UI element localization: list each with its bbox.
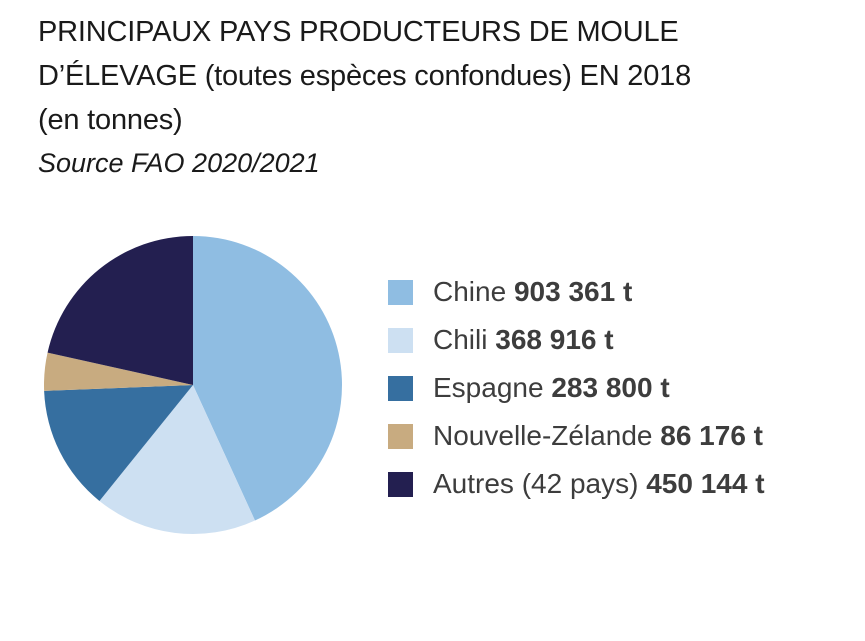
pie-slice [47,236,194,385]
chart-legend: Chine 903 361 t Chili 368 916 t Espagne 28… [388,268,765,508]
legend-label: Autres (42 pays) 450 144 t [433,468,765,500]
legend-swatch [388,471,413,497]
legend-value: 368 916 t [495,324,614,355]
legend-country-name: Chine [433,276,507,307]
legend-label: Chine 903 361 t [433,276,632,308]
legend-label: Espagne 283 800 t [433,372,670,404]
legend-swatch [388,423,413,449]
legend-country-name: Espagne [433,372,544,403]
legend-swatch [388,327,413,353]
pie-slice [44,352,193,391]
legend-item: Espagne 283 800 t [388,364,765,412]
pie-slice [99,385,255,534]
legend-value: 903 361 t [513,276,633,307]
legend-label: Chili 368 916 t [433,324,614,356]
legend-label: Nouvelle-Zélande 86 176 t [433,420,763,452]
legend-value: 450 144 t [646,468,765,499]
pie-slice [44,385,194,501]
legend-item: Autres (42 pays) 450 144 t [388,460,765,508]
chart-source: Source FAO 2020/2021 [38,148,320,178]
legend-item: Chine 903 361 t [388,268,765,316]
legend-swatch [388,279,413,305]
legend-country-name: Chili [433,324,488,355]
chart-header: PRINCIPAUX PAYS PRODUCTEURS DE MOULE D’É… [38,10,838,184]
pie-slice [193,236,342,521]
legend-value: 86 176 t [660,420,763,451]
chart-title-line-1: PRINCIPAUX PAYS PRODUCTEURS DE MOULE [38,16,679,48]
legend-value: 283 800 t [551,372,670,403]
chart-title-line-2: D’ÉLEVAGE (toutes espèces confondues) EN… [38,60,692,92]
legend-country-name: Autres (42 pays) [433,468,639,499]
legend-item: Chili 368 916 t [388,316,765,364]
legend-swatch [388,375,413,401]
chart-title-line-3: (en tonnes) [38,104,183,136]
legend-item: Nouvelle-Zélande 86 176 t [388,412,765,460]
legend-country-name: Nouvelle-Zélande [433,420,653,451]
